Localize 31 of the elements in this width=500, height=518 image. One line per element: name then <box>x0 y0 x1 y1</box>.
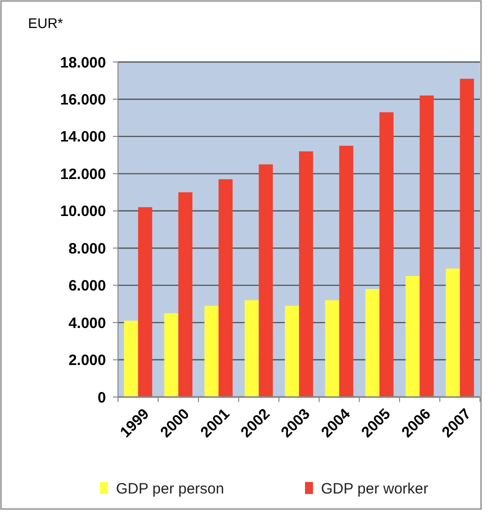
bar <box>284 306 299 397</box>
legend-label: GDP per person <box>116 480 224 498</box>
y-tick-label: 14.000 <box>60 128 106 146</box>
bar <box>178 192 192 397</box>
bar <box>379 112 394 397</box>
y-tick-label: 6.000 <box>68 278 106 295</box>
bar <box>325 300 340 397</box>
bar <box>124 320 138 397</box>
y-tick-label: 2.000 <box>68 352 106 370</box>
y-tick-label: 8.000 <box>68 240 106 258</box>
y-tick-label: 16.000 <box>60 91 106 108</box>
y-tick-label: 12.000 <box>60 166 106 183</box>
y-tick-label: 10.000 <box>60 203 106 220</box>
bar <box>299 151 314 397</box>
bar <box>244 300 259 397</box>
legend-label: GDP per worker <box>321 480 428 498</box>
bar <box>365 289 380 397</box>
bar <box>460 78 474 397</box>
y-axis-title: EUR* <box>28 15 64 31</box>
y-tick-label: 18.000 <box>60 54 106 72</box>
y-tick-label: 4.000 <box>68 314 106 332</box>
bar <box>446 268 460 397</box>
bar <box>138 207 152 397</box>
bar <box>258 164 273 397</box>
bar <box>406 276 420 397</box>
bar <box>339 146 354 397</box>
bar <box>420 96 434 397</box>
bar <box>164 313 178 397</box>
y-tick-label: 0 <box>98 389 106 406</box>
bar <box>218 179 233 397</box>
bar <box>204 306 219 397</box>
